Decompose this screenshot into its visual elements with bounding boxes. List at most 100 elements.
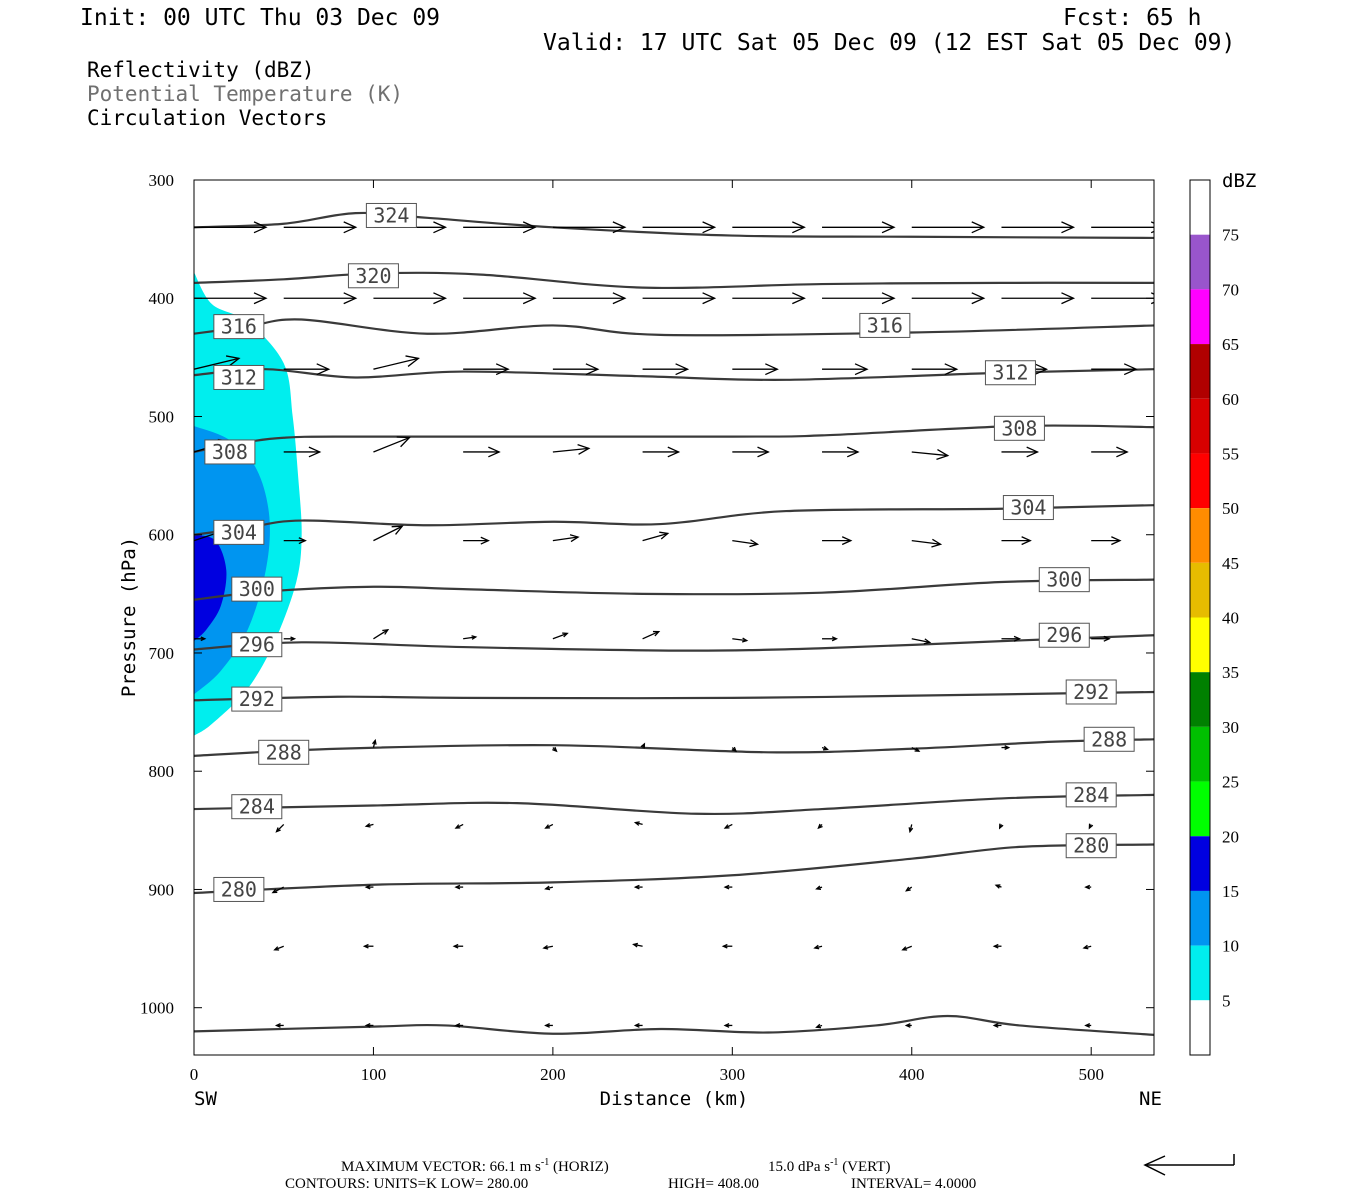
vector-head (914, 747, 921, 752)
vector-head (633, 821, 640, 826)
theta-label-292: 292 (1065, 679, 1117, 705)
vector-head (823, 745, 829, 751)
theta-contour-300 (194, 578, 1154, 601)
vector-arrow (283, 636, 297, 642)
vector-head (364, 1023, 371, 1028)
max-vector-vert-value: 15.0 dPa s (768, 1159, 831, 1175)
y-tick-label: 1000 (140, 999, 174, 1018)
vector-head (316, 363, 331, 376)
vector-head (1026, 446, 1040, 458)
vector-arrow (911, 292, 986, 305)
vector-head (831, 636, 839, 642)
theta-label-text: 292 (1073, 680, 1109, 704)
vector-arrow (283, 363, 331, 376)
plot-frame (193, 179, 1155, 1056)
horiz-label: (HORIZ) (549, 1159, 609, 1175)
vector-arrow (552, 632, 569, 640)
theta-label-box (213, 876, 265, 902)
theta-label-text: 284 (239, 795, 275, 819)
x-axis-label: Distance (km) (600, 1088, 749, 1110)
vector-arrow (283, 221, 358, 234)
theta-label-box (1065, 679, 1117, 705)
horiz-unit-exponent: -1 (540, 1157, 550, 1168)
theta-label-300: 300 (1038, 567, 1090, 593)
vector-head (364, 884, 371, 890)
vector-head (585, 363, 600, 376)
theta-contour-324 (194, 211, 1154, 240)
y-tick-label: 700 (149, 644, 175, 663)
x-tick-label: 500 (1078, 1065, 1104, 1084)
theta-label-text: 316 (867, 313, 903, 337)
vector-arrow (822, 446, 860, 458)
vector-arrow (1001, 745, 1011, 750)
vector-arrow (274, 1023, 284, 1028)
theta-label-300: 300 (231, 576, 283, 602)
colorbar-cell (1190, 836, 1210, 891)
theta-contour-labels: 324 320 316 316 312 312 308 308 304 304 300 300 296 2… (204, 202, 1135, 902)
colorbar-label: 55 (1222, 444, 1239, 463)
vector-head (936, 449, 950, 460)
colorbar-cell (1190, 289, 1210, 345)
theta-label-box (1065, 782, 1117, 808)
vector-arrow (364, 1023, 374, 1028)
theta-label-text: 296 (239, 633, 275, 657)
colorbar-cell (1190, 617, 1210, 673)
vector-arrow (552, 746, 558, 753)
vector-head (846, 446, 860, 458)
vector-head (364, 822, 371, 828)
vector-arrow (463, 221, 537, 234)
vert-unit-exponent: -1 (830, 1157, 839, 1168)
theta-label-box (1083, 726, 1135, 752)
vector-head (577, 443, 591, 455)
colorbar-cell (1190, 508, 1210, 563)
vector-shaft (194, 357, 240, 370)
vector-head (569, 534, 580, 543)
x-end-label-left: SW (194, 1088, 217, 1110)
vector-arrow (731, 746, 738, 753)
vector-head (633, 1023, 640, 1028)
theta-label-text: 300 (1046, 568, 1082, 592)
vector-arrow (732, 221, 806, 234)
vector-arrow (822, 363, 869, 376)
vector-arrow (732, 292, 806, 305)
vector-arrow (552, 292, 627, 305)
vector-shaft (274, 945, 284, 951)
colorbar-cell (1190, 890, 1210, 946)
vector-arrow (815, 1023, 823, 1029)
vector-head (1034, 363, 1049, 376)
x-tick-label: 200 (540, 1065, 566, 1084)
colorbar-label: 5 (1222, 991, 1231, 1010)
vector-arrow (373, 292, 448, 305)
vector-arrow (1001, 536, 1032, 546)
vector-shaft (276, 823, 285, 833)
vector-head (881, 221, 896, 234)
vector-arrow (905, 886, 913, 892)
vector-head (471, 635, 478, 640)
theta-label-text: 284 (1073, 783, 1109, 807)
vector-head (454, 1023, 461, 1028)
vector-arrow (463, 292, 537, 305)
vector-arrow (723, 884, 733, 890)
vector-head (1013, 635, 1022, 642)
vector-arrow (364, 884, 374, 890)
vector-arrow (901, 945, 912, 951)
vector-head (274, 1023, 281, 1028)
vector-arrow (273, 945, 284, 951)
theta-label-304: 304 (213, 519, 265, 545)
theta-label-text: 320 (355, 264, 391, 288)
vector-head (675, 363, 690, 376)
theta-label-box (213, 364, 265, 390)
vector-arrow (372, 738, 377, 748)
vector-shaft (463, 636, 476, 640)
vector-shaft (272, 886, 285, 894)
vector-head (271, 888, 278, 894)
colorbar-label: 25 (1222, 773, 1239, 792)
vector-arrow (552, 534, 580, 543)
vector-arrow (1001, 635, 1022, 642)
x-tick-label: 300 (720, 1065, 746, 1084)
vector-head (488, 446, 501, 458)
vector-arrow (544, 1023, 553, 1028)
vector-arrow (283, 446, 322, 458)
colorbar: 5 10 15 20 25 30 35 40 45 50 55 60 65 70 75 (1189, 179, 1239, 1056)
